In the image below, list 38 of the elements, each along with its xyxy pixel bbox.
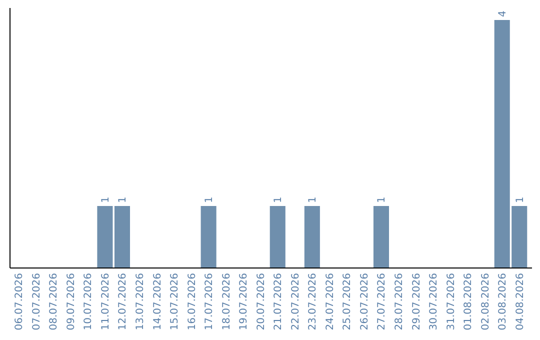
x-tick-label: 27.07.2026 bbox=[376, 273, 388, 330]
x-tick-label: 03.08.2026 bbox=[498, 273, 509, 330]
x-tick-label: 02.08.2026 bbox=[480, 273, 492, 330]
x-tick-label: 16.07.2026 bbox=[186, 273, 198, 330]
data-label: 1 bbox=[514, 196, 526, 203]
data-label: 1 bbox=[308, 196, 319, 203]
x-tick-label: 18.07.2026 bbox=[221, 273, 232, 330]
x-tick-label: 24.07.2026 bbox=[324, 273, 336, 330]
x-tick-label: 21.07.2026 bbox=[273, 273, 284, 330]
x-tick-label: 19.07.2026 bbox=[238, 273, 250, 330]
x-tick-label: 07.07.2026 bbox=[31, 273, 42, 330]
x-tick-label: 11.07.2026 bbox=[100, 273, 112, 330]
x-tick-label: 10.07.2026 bbox=[83, 273, 94, 330]
x-tick-label: 08.07.2026 bbox=[48, 273, 60, 330]
x-tick-label: 25.07.2026 bbox=[342, 273, 354, 330]
x-tick-label: 04.08.2026 bbox=[514, 273, 526, 330]
data-label: 1 bbox=[204, 196, 216, 203]
x-tick-label: 22.07.2026 bbox=[290, 273, 302, 330]
x-tick-label: 29.07.2026 bbox=[411, 273, 422, 330]
x-tick-label: 01.08.2026 bbox=[463, 273, 474, 330]
x-tick-label: 30.07.2026 bbox=[428, 273, 440, 330]
data-label: 1 bbox=[273, 196, 284, 203]
x-tick-label: 31.07.2026 bbox=[446, 273, 457, 330]
x-tick-label: 14.07.2026 bbox=[152, 273, 164, 330]
data-label: 1 bbox=[100, 196, 112, 203]
x-tick-label: 17.07.2026 bbox=[204, 273, 216, 330]
x-tick-label: 06.07.2026 bbox=[14, 273, 26, 330]
x-tick-label: 20.07.2026 bbox=[256, 273, 267, 330]
x-tick-label: 09.07.2026 bbox=[66, 273, 77, 330]
x-tick-label: 23.07.2026 bbox=[308, 273, 319, 330]
data-label: 1 bbox=[118, 196, 129, 203]
x-tick-label: 13.07.2026 bbox=[135, 273, 146, 330]
data-label: 4 bbox=[498, 10, 509, 17]
x-tick-label: 26.07.2026 bbox=[359, 273, 370, 330]
data-label: 1 bbox=[376, 196, 388, 203]
x-tick-label: 15.07.2026 bbox=[170, 273, 181, 330]
x-tick-label: 28.07.2026 bbox=[394, 273, 405, 330]
x-tick-label: 12.07.2026 bbox=[118, 273, 129, 330]
